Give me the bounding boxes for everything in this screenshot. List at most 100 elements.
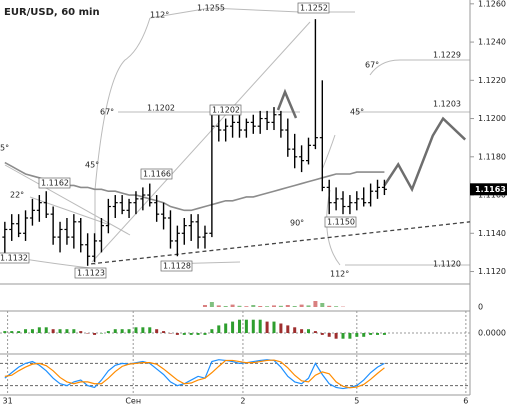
y-tick-label: 1.1240 bbox=[478, 38, 506, 47]
macd-bar bbox=[134, 327, 138, 333]
macd-bar bbox=[141, 327, 145, 333]
macd-bar bbox=[106, 331, 110, 333]
annotation: 1.1120 bbox=[433, 260, 461, 269]
annotation: 1.1162 bbox=[41, 179, 69, 188]
macd-bar bbox=[231, 321, 235, 333]
macd-bar bbox=[251, 319, 255, 333]
macd-bar bbox=[148, 327, 152, 333]
macd-bar bbox=[175, 333, 179, 335]
annotation-box bbox=[297, 2, 330, 14]
annotation: 112° bbox=[330, 270, 349, 279]
annotation: 112° bbox=[150, 11, 169, 20]
macd-bar bbox=[10, 331, 14, 333]
annotation: 1.1255 bbox=[197, 4, 225, 13]
x-tick-label: 6 bbox=[463, 397, 468, 406]
volume-bar bbox=[320, 303, 325, 307]
macd-bar bbox=[127, 329, 131, 333]
macd-bar bbox=[300, 329, 304, 333]
annotation-box bbox=[38, 177, 71, 189]
volume-bar bbox=[244, 306, 249, 307]
y-tick-label: 1.1260 bbox=[478, 0, 506, 8]
volume-bar bbox=[251, 305, 256, 307]
x-tick-label: 31 bbox=[2, 397, 12, 406]
macd-bar bbox=[341, 333, 345, 339]
macd-bar bbox=[99, 333, 103, 334]
y-tick-label: 1.1180 bbox=[478, 152, 506, 161]
trendline bbox=[91, 221, 471, 265]
annotation-box bbox=[74, 267, 107, 279]
volume-bar bbox=[292, 306, 297, 307]
y-tick-label: 1.1220 bbox=[478, 76, 506, 85]
annotation: 22° bbox=[10, 191, 24, 200]
macd-bar bbox=[72, 329, 76, 333]
macd-bar bbox=[258, 319, 262, 333]
x-tick-label: Сен bbox=[125, 397, 141, 406]
annotation: 1.1252 bbox=[300, 4, 328, 13]
macd-bar bbox=[30, 329, 34, 333]
macd-bar bbox=[348, 333, 352, 339]
macd-bar bbox=[113, 329, 117, 333]
macd-bar bbox=[362, 333, 366, 337]
x-tick-label: 5 bbox=[354, 397, 359, 406]
volume-bar bbox=[265, 306, 270, 307]
macd-bar bbox=[58, 329, 62, 333]
chart-title: EUR/USD, 60 min bbox=[4, 7, 100, 18]
annotation: 1.1166 bbox=[143, 170, 171, 179]
forecast-line bbox=[383, 116, 467, 193]
annotation: 1.1202 bbox=[147, 104, 175, 113]
macd-bar bbox=[37, 327, 41, 333]
y-tick-label: 1.1200 bbox=[478, 114, 506, 123]
macd-bar bbox=[320, 333, 324, 335]
macd-bar bbox=[182, 333, 186, 335]
volume-bar bbox=[271, 305, 276, 307]
annotation: 1.1229 bbox=[433, 51, 461, 60]
macd-bar bbox=[168, 333, 172, 334]
annotation: 1.1150 bbox=[327, 218, 355, 227]
annotation-box bbox=[324, 216, 357, 228]
annotation: 1.1128 bbox=[163, 262, 191, 271]
macd-bar bbox=[203, 333, 207, 335]
macd-bar bbox=[224, 323, 228, 333]
macd-bar bbox=[237, 319, 241, 333]
annotation: 90° bbox=[290, 219, 304, 228]
annotation-box bbox=[0, 252, 30, 264]
annotation-box bbox=[209, 104, 242, 116]
macd-bar bbox=[265, 321, 269, 333]
annotation: 1.1203 bbox=[433, 100, 461, 109]
macd-bar bbox=[65, 329, 69, 333]
annotation: 45° bbox=[85, 161, 99, 170]
macd-bar bbox=[279, 323, 283, 333]
macd-bar bbox=[355, 333, 359, 337]
volume-bar bbox=[278, 305, 283, 307]
volume-bar bbox=[258, 306, 263, 307]
volume-bar bbox=[216, 305, 221, 307]
macd-bar bbox=[162, 331, 166, 333]
macd-bar bbox=[24, 329, 28, 333]
macd-bar bbox=[369, 333, 373, 335]
volume-bar bbox=[334, 306, 339, 307]
annotation: 1.1132 bbox=[0, 254, 28, 263]
macd-bar bbox=[210, 329, 214, 333]
macd-bar bbox=[272, 321, 276, 333]
annotation: 1.1202 bbox=[212, 106, 240, 115]
annotation: 67° bbox=[100, 108, 114, 117]
x-tick-label: 2 bbox=[240, 397, 245, 406]
y-tick-label: 1.1140 bbox=[478, 229, 506, 238]
volume-tick-label: 0 bbox=[478, 303, 483, 312]
annotation-box bbox=[140, 168, 173, 180]
y-tick-label: 1.1120 bbox=[478, 267, 506, 276]
macd-bar bbox=[86, 333, 90, 334]
macd-bar bbox=[307, 329, 311, 333]
macd-bar bbox=[79, 331, 83, 333]
annotation-box bbox=[160, 260, 193, 272]
macd-tick-label: 0.0000 bbox=[478, 329, 506, 338]
volume-bar bbox=[202, 305, 207, 307]
macd-bar bbox=[334, 333, 338, 339]
macd-bar bbox=[217, 325, 221, 333]
macd-bar bbox=[120, 329, 124, 333]
volume-bar bbox=[327, 305, 332, 307]
macd-bar bbox=[93, 333, 97, 335]
annotation: 45° bbox=[350, 108, 364, 117]
